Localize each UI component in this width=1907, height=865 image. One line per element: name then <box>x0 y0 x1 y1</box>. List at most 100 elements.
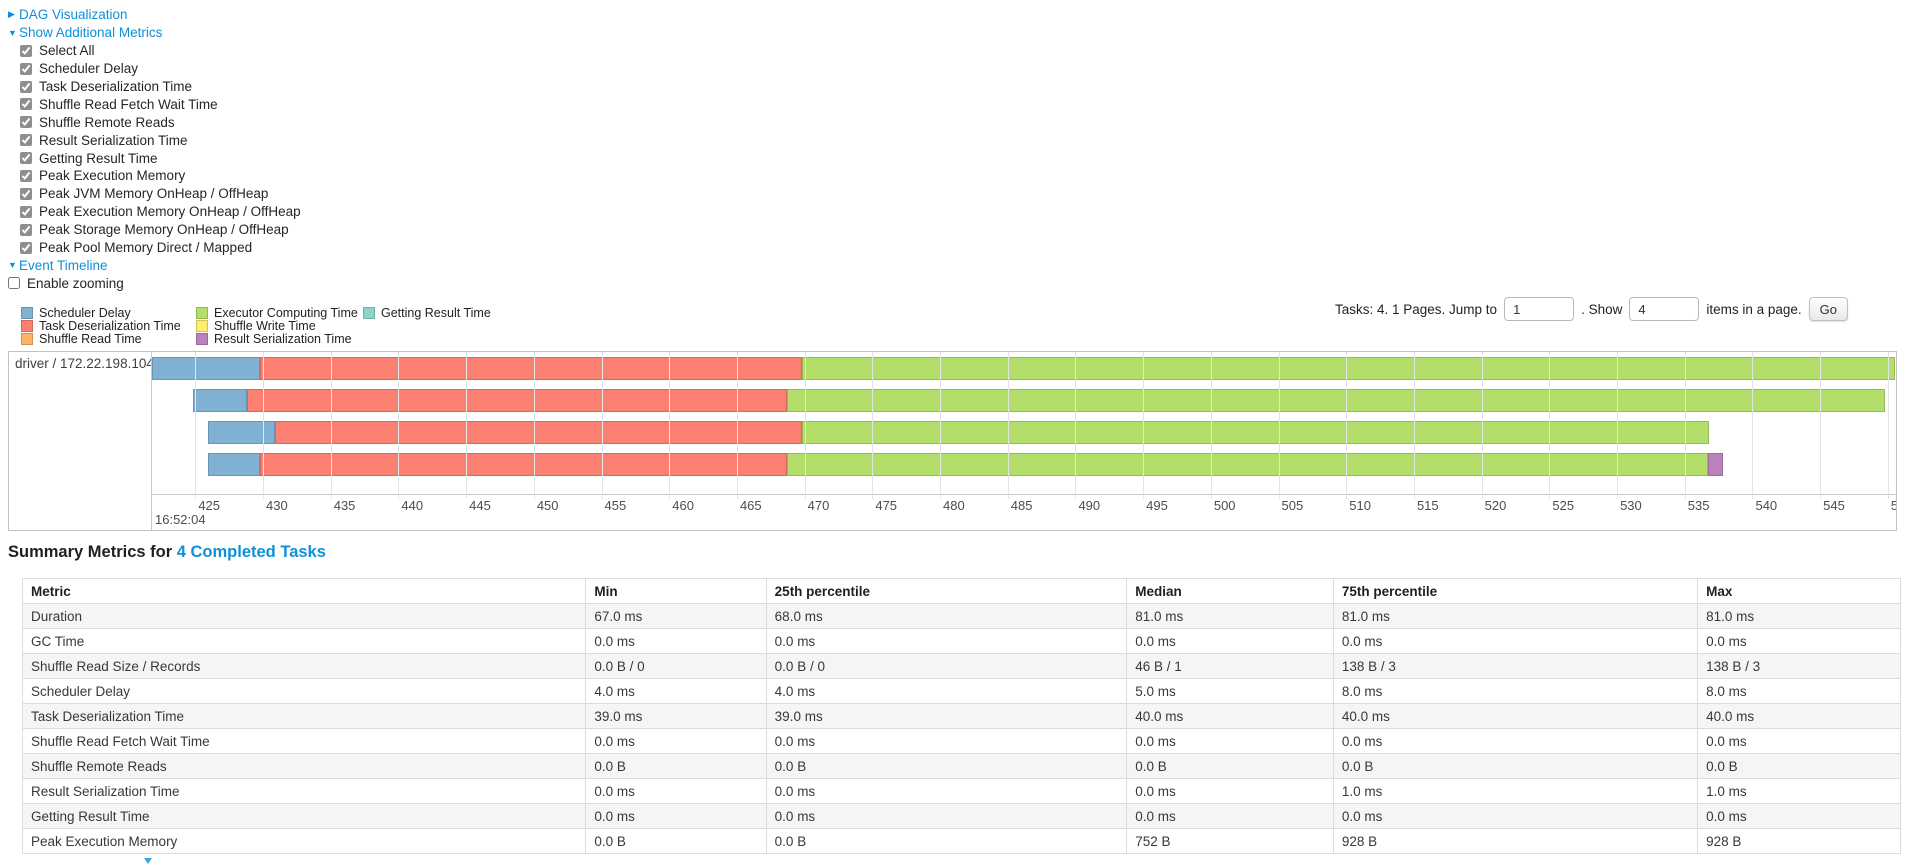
metric-checkbox[interactable] <box>20 241 32 254</box>
table-cell: 0.0 ms <box>765 778 1128 804</box>
metric-checkbox-row[interactable]: Task Deserialization Time <box>20 79 192 94</box>
axis-gridline <box>1210 352 1212 499</box>
axis-gridline <box>1075 352 1077 499</box>
segment-executor_computing <box>801 421 1710 444</box>
axis-tick-label: 530 <box>1620 498 1642 513</box>
segment-scheduler_delay <box>207 453 261 476</box>
table-cell: 46 B / 1 <box>1126 653 1334 679</box>
table-cell: 0.0 ms <box>585 778 767 804</box>
metric-checkbox-row[interactable]: Shuffle Read Fetch Wait Time <box>20 97 218 112</box>
task-bar[interactable] <box>152 421 1896 444</box>
metric-checkbox-row[interactable]: Getting Result Time <box>20 151 158 166</box>
axis-tick-label: 495 <box>1146 498 1168 513</box>
metric-checkbox[interactable] <box>20 152 32 165</box>
metric-checkbox[interactable] <box>20 80 32 93</box>
show-text: . Show <box>1581 301 1623 317</box>
items-per-page-input[interactable] <box>1629 297 1700 321</box>
table-cell: 138 B / 3 <box>1332 653 1699 679</box>
table-cell: 0.0 B <box>765 753 1128 779</box>
axis-gridline <box>1007 352 1009 499</box>
metric-checkbox-row[interactable]: Peak JVM Memory OnHeap / OffHeap <box>20 186 268 201</box>
enable-zooming-checkbox[interactable] <box>8 277 20 290</box>
enable-zooming-row[interactable]: Enable zooming <box>8 276 124 291</box>
table-cell: 40.0 ms <box>1332 703 1699 729</box>
table-header-cell: Metric <box>21 578 587 604</box>
axis-tick-label: 440 <box>401 498 424 513</box>
metric-checkbox[interactable] <box>20 134 32 147</box>
axis-tick-label: 515 <box>1416 498 1439 513</box>
metric-checkbox-row[interactable]: Select All <box>20 43 95 58</box>
metric-checkbox-row[interactable]: Result Serialization Time <box>20 133 188 148</box>
completed-tasks-link[interactable]: 4 Completed Tasks <box>176 543 326 561</box>
task-bar[interactable] <box>152 389 1896 412</box>
metric-checkbox-label: Getting Result Time <box>39 150 158 166</box>
axis-gridline <box>1481 352 1483 499</box>
metric-checkbox-row[interactable]: Peak Execution Memory <box>20 168 185 183</box>
legend-item-label: Scheduler Delay <box>39 305 131 320</box>
event-timeline-toggle[interactable]: ▼ Event Timeline <box>8 258 108 273</box>
metric-checkbox[interactable] <box>20 187 32 200</box>
axis-gridline <box>330 352 332 499</box>
table-cell: 1.0 ms <box>1332 778 1699 804</box>
metric-checkbox[interactable] <box>20 62 32 75</box>
table-cell: Shuffle Read Fetch Wait Time <box>21 728 587 754</box>
metric-checkbox-row[interactable]: Peak Pool Memory Direct / Mapped <box>20 240 252 255</box>
legend-swatch-icon <box>21 333 33 346</box>
metric-checkbox[interactable] <box>20 223 32 236</box>
table-cell: 0.0 ms <box>1126 628 1334 654</box>
task-bar[interactable] <box>152 357 1896 380</box>
metric-checkbox-label: Shuffle Read Fetch Wait Time <box>39 96 218 112</box>
metric-checkbox-row[interactable]: Shuffle Remote Reads <box>20 115 175 130</box>
table-cell: 0.0 B <box>1332 753 1699 779</box>
table-cell: Result Serialization Time <box>21 778 587 804</box>
axis-tick-label: 535 <box>1687 498 1710 513</box>
metric-checkbox[interactable] <box>20 205 32 218</box>
next-section-arrow-clipped <box>144 858 152 864</box>
axis-gridline <box>398 352 400 499</box>
metric-checkbox[interactable] <box>20 98 32 111</box>
axis-gridline <box>940 352 942 499</box>
summary-metrics-table: Metric Min 25th percentile Median 75th perce… <box>21 578 1901 854</box>
items-in-page-text: items in a page. <box>1706 301 1802 317</box>
dag-visualization-toggle[interactable]: ▶ DAG Visualization <box>8 7 128 22</box>
segment-scheduler_delay <box>207 421 276 444</box>
timeline-legend: Scheduler Delay Task Deserialization Time… <box>21 306 491 346</box>
task-bar[interactable] <box>152 453 1896 476</box>
table-cell: 0.0 B <box>1697 753 1901 779</box>
segment-task_deserialization <box>260 453 788 476</box>
metric-checkbox-label: Peak Execution Memory OnHeap / OffHeap <box>39 204 301 220</box>
table-cell: 0.0 ms <box>1332 728 1699 754</box>
axis-tick-label: 480 <box>943 498 965 513</box>
axis-gridline <box>669 352 671 499</box>
segment-scheduler_delay <box>152 357 261 380</box>
metric-checkbox-label: Peak Pool Memory Direct / Mapped <box>39 240 253 256</box>
legend-item-label: Executor Computing Time <box>214 305 358 320</box>
metric-checkbox[interactable] <box>20 169 32 182</box>
metric-checkbox[interactable] <box>20 116 32 129</box>
axis-tick-label: 550 <box>1890 498 1896 513</box>
table-row: Peak Execution Memory 0.0 B 0.0 B 752 B 928 … <box>21 828 1901 854</box>
go-button[interactable]: Go <box>1808 297 1848 321</box>
metric-checkbox-row[interactable]: Scheduler Delay <box>20 61 138 76</box>
metric-checkbox-label: Peak JVM Memory OnHeap / OffHeap <box>39 186 269 202</box>
axis-major-time-label: 16:52:04 <box>155 512 206 527</box>
table-cell: 0.0 B <box>765 828 1128 854</box>
table-cell: 928 B <box>1697 828 1901 854</box>
axis-gridline <box>1549 352 1551 499</box>
show-additional-metrics-toggle[interactable]: ▼ Show Additional Metrics <box>8 25 162 40</box>
axis-tick-label: 540 <box>1755 498 1778 513</box>
table-cell: Shuffle Read Size / Records <box>21 653 587 679</box>
metric-checkbox-row[interactable]: Peak Execution Memory OnHeap / OffHeap <box>20 204 301 219</box>
metrics-checkbox-list: Select All Scheduler Delay Task Deserializ… <box>8 42 301 257</box>
timeline-bars-area <box>152 352 1896 495</box>
axis-gridline <box>466 352 468 499</box>
metric-checkbox[interactable] <box>20 44 32 57</box>
table-row: Shuffle Read Fetch Wait Time 0.0 ms 0.0 ms… <box>21 728 1901 754</box>
axis-tick-label: 470 <box>807 498 830 513</box>
jump-to-page-input[interactable] <box>1504 297 1575 321</box>
segment-task_deserialization <box>246 389 788 412</box>
axis-gridline <box>195 352 197 499</box>
table-cell: Task Deserialization Time <box>21 703 587 729</box>
table-cell: 0.0 ms <box>1697 728 1901 754</box>
metric-checkbox-row[interactable]: Peak Storage Memory OnHeap / OffHeap <box>20 222 289 237</box>
